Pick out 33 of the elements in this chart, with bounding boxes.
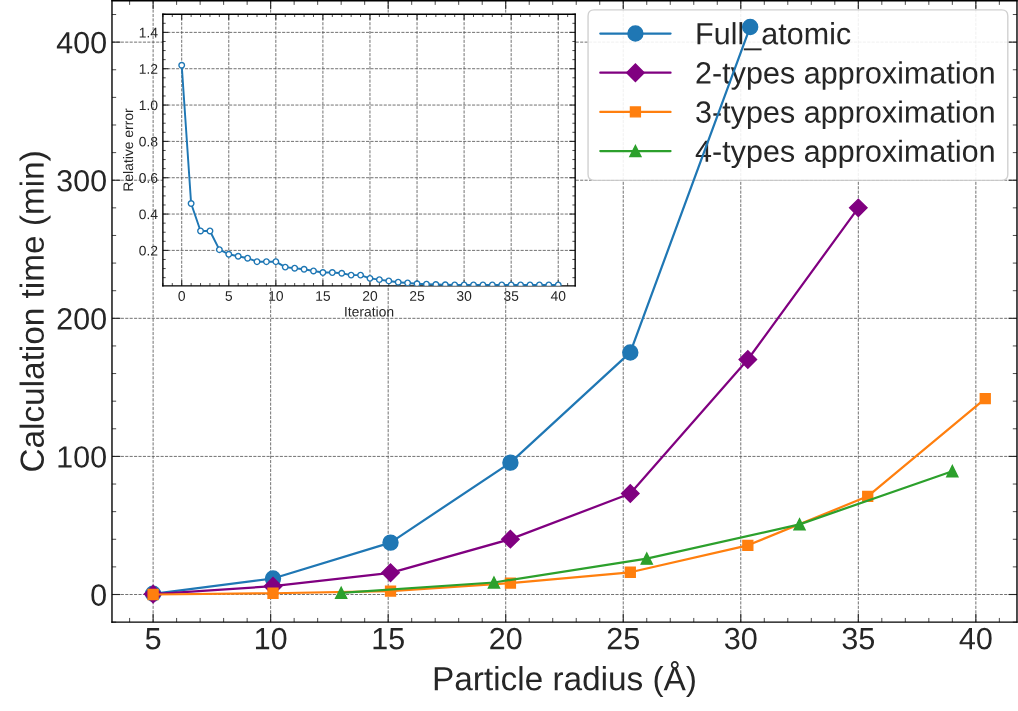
x-tick-label: 30 [724, 627, 757, 650]
y-axis-title: Relative error [122, 108, 134, 191]
x-tick-label: 30 [456, 291, 472, 301]
y-tick-label: 300 [57, 169, 106, 192]
x-tick-label: 5 [225, 291, 233, 301]
y-tick-label: 0.2 [139, 245, 158, 256]
x-tick-label: 20 [490, 627, 522, 650]
y-tick-label: 1.0 [139, 100, 158, 111]
x-tick-label: 40 [550, 291, 566, 301]
y-tick-label: 100 [58, 446, 106, 468]
y-tick-label: 1.4 [139, 27, 158, 38]
x-tick-label: 25 [607, 627, 639, 650]
x-tick-label: 10 [269, 291, 284, 301]
x-tick-label: 15 [316, 291, 331, 301]
x-tick-label: 35 [503, 291, 519, 301]
x-axis-title: Particle radius (Å) [434, 661, 695, 698]
y-axis-title: Calculation time (min) [19, 152, 51, 471]
y-tick-label: 0 [91, 584, 106, 606]
x-tick-label: 10 [255, 627, 287, 650]
y-tick-label: 0.4 [139, 209, 158, 220]
y-tick-label: 0.6 [139, 173, 158, 183]
y-tick-label: 400 [56, 31, 106, 54]
y-tick-label: 1.2 [139, 64, 158, 74]
x-tick-label: 35 [842, 627, 875, 650]
x-tick-label: 15 [373, 628, 404, 650]
x-axis-title: Iteration [345, 306, 394, 317]
x-tick-label: 40 [959, 627, 992, 650]
x-tick-label: 5 [145, 628, 161, 650]
x-tick-label: 20 [362, 291, 378, 301]
y-tick-label: 0.8 [139, 136, 158, 147]
y-tick-label: 200 [57, 308, 106, 330]
x-tick-label: 25 [410, 291, 425, 301]
x-tick-label: 0 [178, 291, 186, 301]
